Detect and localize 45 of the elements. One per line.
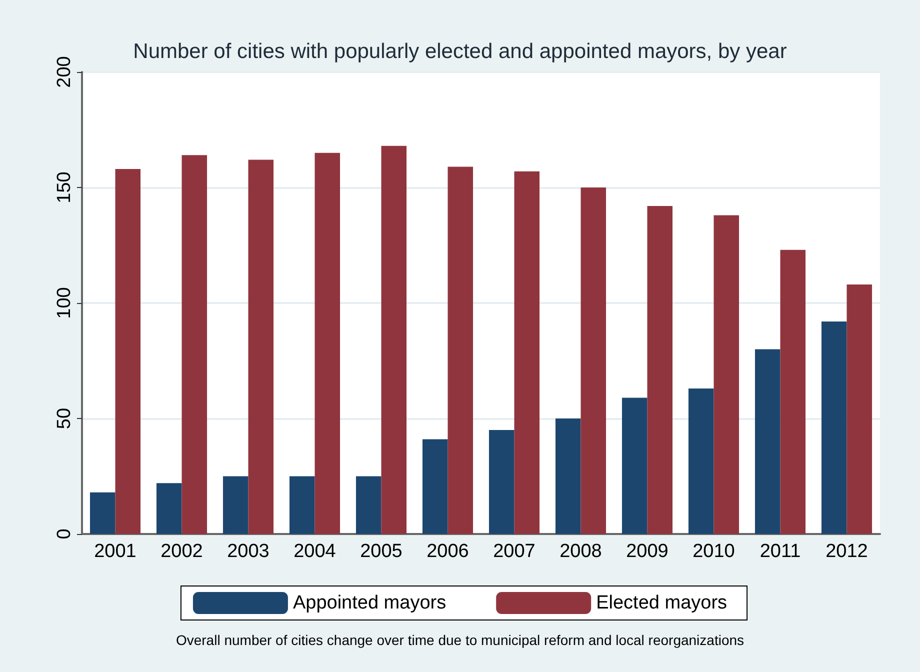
bar [514, 171, 540, 534]
bar [115, 169, 141, 534]
bar [314, 152, 340, 534]
bar [714, 215, 740, 534]
text: Overall number of cities change over time due to municipal reform and local reorganizations [176, 632, 744, 648]
x-tick-label: 2008 [560, 541, 602, 562]
x-tick-label: 2007 [493, 541, 536, 562]
bar [182, 155, 208, 534]
x-tick-label: 2009 [626, 541, 668, 562]
bar [688, 388, 714, 534]
x-tick-label: 2002 [160, 541, 203, 562]
bar [222, 476, 248, 534]
x-tick-label: 2011 [760, 541, 801, 562]
bar [622, 398, 648, 534]
x-tick-label: 2004 [294, 541, 336, 562]
bar [488, 430, 514, 534]
legend-label: Appointed mayors [292, 592, 446, 614]
chart-title: Number of cities with popularly elected and appointed mayors, by year [133, 40, 787, 63]
bar [780, 250, 806, 534]
bar [846, 284, 872, 534]
y-tick-label: 200 [54, 56, 75, 88]
x-tick-label: 2012 [826, 541, 868, 562]
y-tick-label: 0 [54, 528, 75, 540]
bar [422, 439, 448, 534]
bar [754, 349, 780, 534]
bar [448, 166, 474, 534]
y-tick-label: 100 [54, 287, 75, 319]
x-tick-label: 2010 [692, 541, 735, 562]
x-tick-label: 2001 [94, 541, 136, 562]
bar [821, 321, 847, 534]
y-tick-label: 150 [54, 172, 75, 204]
bar [90, 492, 116, 534]
bar [156, 483, 182, 534]
x-tick-label: 2005 [360, 541, 402, 562]
legend-label: Elected mayors [596, 592, 728, 614]
bar [289, 476, 315, 534]
x-tick-label: 2003 [227, 541, 270, 562]
bar [356, 476, 382, 534]
x-tick-label: 2006 [426, 541, 469, 562]
bar [248, 160, 274, 534]
bar [381, 146, 407, 534]
bar [647, 206, 673, 534]
bar [580, 188, 606, 534]
y-tick-label: 50 [54, 408, 75, 430]
bar [555, 418, 581, 534]
